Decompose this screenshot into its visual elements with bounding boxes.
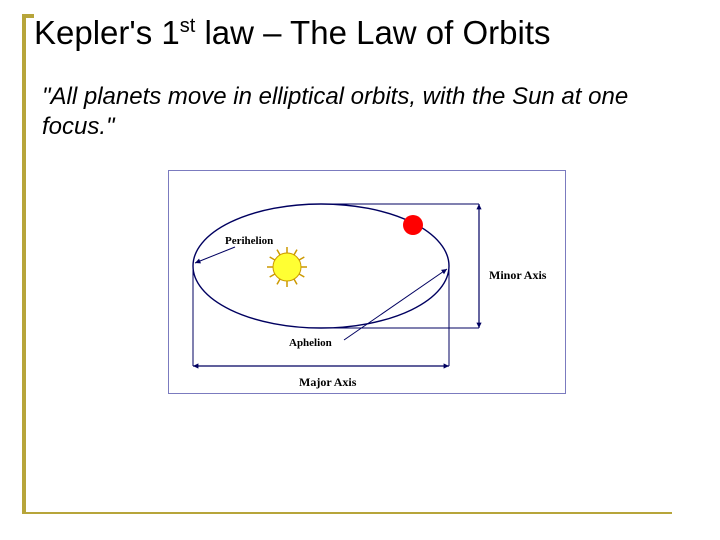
svg-text:Minor Axis: Minor Axis	[489, 268, 547, 282]
svg-text:Major Axis: Major Axis	[299, 375, 357, 389]
body-text: "All planets move in elliptical orbits, …	[42, 82, 680, 142]
slide: Kepler's 1st law – The Law of Orbits "Al…	[0, 0, 720, 540]
svg-text:Aphelion: Aphelion	[289, 337, 332, 349]
title-sup: st	[180, 15, 196, 37]
frame-bottom	[22, 512, 672, 514]
frame-left	[22, 14, 26, 514]
slide-title: Kepler's 1st law – The Law of Orbits	[34, 14, 690, 52]
svg-text:Perihelion: Perihelion	[225, 235, 273, 247]
title-prefix: Kepler's 1	[34, 14, 180, 51]
title-suffix: law – The Law of Orbits	[195, 14, 550, 51]
orbit-diagram: Perihelion Aphelion Major Axis Minor Axis	[168, 170, 566, 394]
